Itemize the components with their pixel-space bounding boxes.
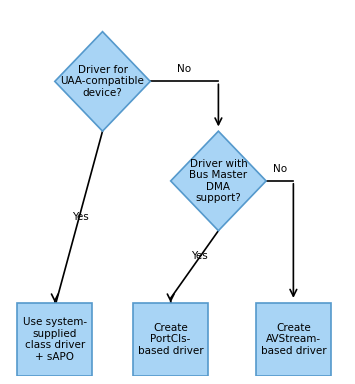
Text: No: No	[273, 164, 287, 174]
Bar	[17, 303, 92, 376]
Text: Driver with
Bus Master
DMA
support?: Driver with Bus Master DMA support?	[189, 159, 247, 204]
Text: Yes: Yes	[191, 251, 208, 261]
Text: Create
AVStream-
based driver: Create AVStream- based driver	[261, 323, 326, 356]
Polygon shape	[55, 31, 150, 131]
Text: Driver for
UAA-compatible
device?: Driver for UAA-compatible device?	[61, 65, 144, 98]
Text: No: No	[177, 64, 191, 74]
Polygon shape	[171, 131, 266, 231]
Text: Yes: Yes	[72, 212, 89, 222]
Bar	[256, 303, 331, 376]
Bar	[133, 303, 208, 376]
Text: Use system-
supplied
class driver
+ sAPO: Use system- supplied class driver + sAPO	[23, 317, 87, 362]
Text: Create
PortCls-
based driver: Create PortCls- based driver	[138, 323, 203, 356]
